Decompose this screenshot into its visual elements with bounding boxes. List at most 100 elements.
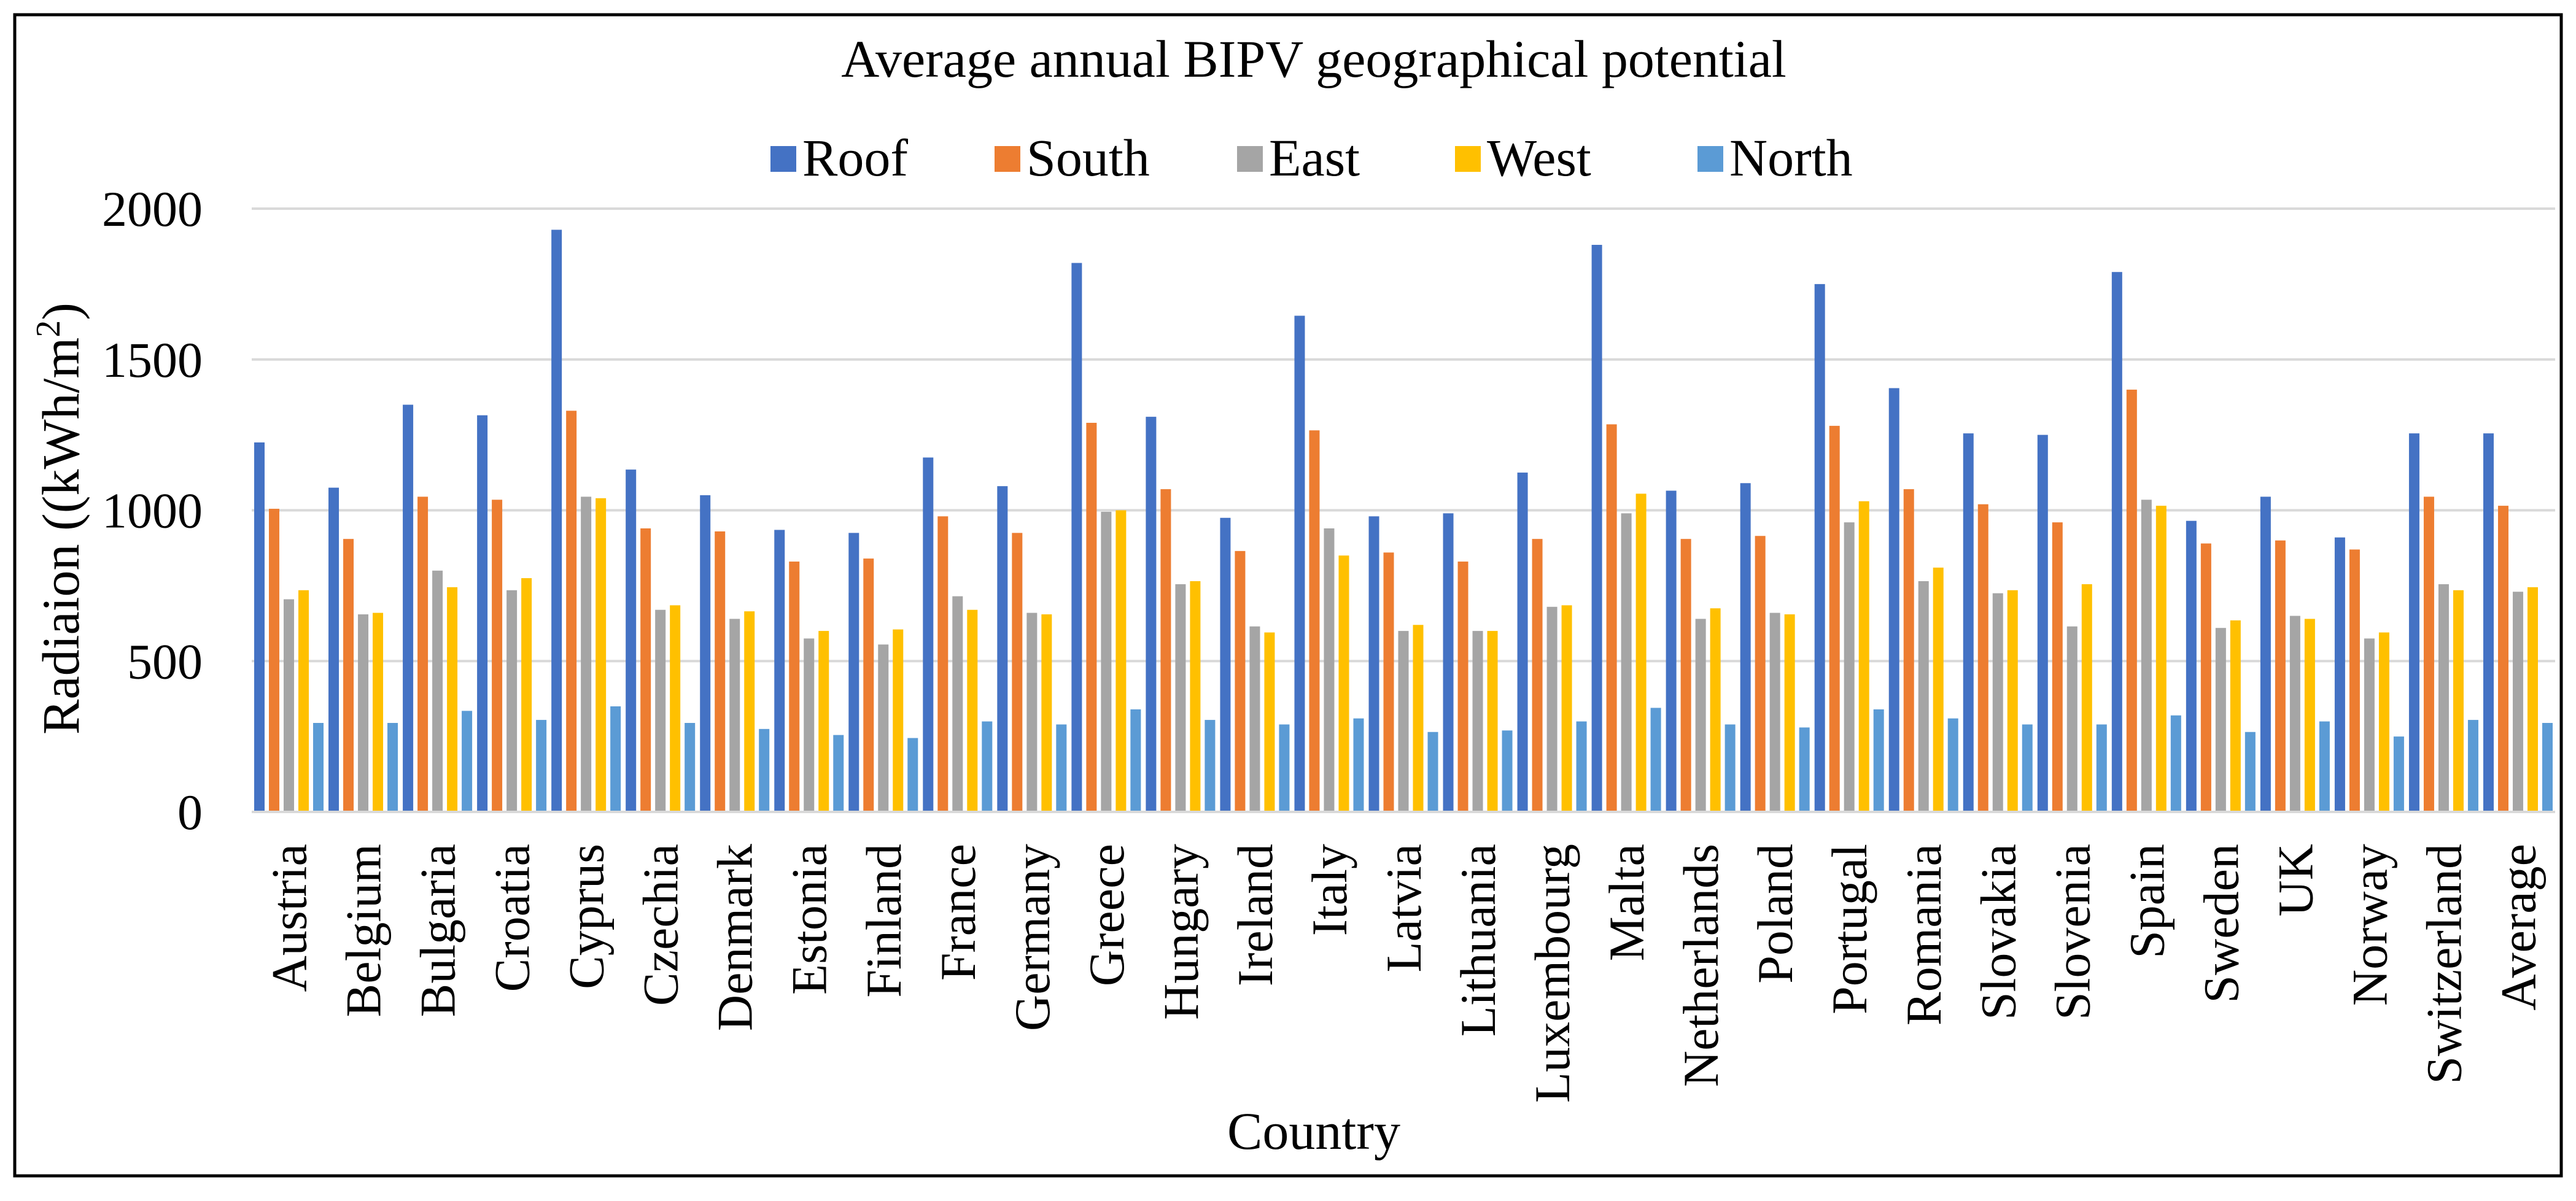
bar-belgium-east [358,614,369,812]
bar-luxembourg-north [1576,721,1587,812]
bar-netherlands-east [1695,619,1706,812]
bar-cyprus-roof [551,230,562,812]
bar-switzerland-west [2453,590,2464,812]
bar-slovakia-west [2007,590,2018,812]
y-axis-title-end: ) [31,303,90,320]
y-axis-title: Radiaion ((kWh/m2) [29,303,90,735]
bar-romania-north [1947,718,1958,812]
y-axis-title-main: Radiaion ((kWh/m [31,338,90,735]
x-tick-label-malta: Malta [1599,844,1655,961]
x-tick-label-italy: Italy [1302,844,1357,936]
bar-germany-north [1056,724,1067,812]
bar-average-west [2527,587,2538,812]
x-tick-label-slovakia: Slovakia [1970,844,2026,1020]
bar-slovenia-east [2066,626,2077,812]
bar-portugal-south [1829,425,1840,812]
x-axis-ticks: Austria Belgium Bulgaria Croatia Cyprus Czech… [262,844,2547,1103]
bar-austria-south [269,509,280,812]
legend-swatch-north [1697,146,1723,172]
bar-croatia-east [506,590,518,812]
bar-bulgaria-east [432,570,443,812]
x-tick-label-greece: Greece [1079,844,1135,986]
bar-cyprus-north [610,706,621,812]
x-tick-label-average: Average [2490,844,2546,1011]
bar-switzerland-north [2467,720,2478,812]
bar-switzerland-east [2438,584,2449,812]
bar-luxembourg-east [1546,606,1558,812]
bar-switzerland-roof [2408,433,2419,812]
bar-ireland-west [1264,632,1275,812]
bar-latvia-north [1427,732,1438,812]
legend-label-north: North [1729,128,1853,187]
x-tick-label-austria: Austria [262,844,317,992]
bar-spain-north [2170,715,2181,812]
bar-spain-west [2155,506,2167,812]
bar-lithuania-south [1457,562,1468,812]
x-tick-label-belgium: Belgium [336,844,392,1017]
bar-finland-roof [848,533,859,812]
bar-finland-south [863,558,874,812]
bar-hungary-north [1205,720,1216,812]
bar-luxembourg-south [1532,539,1543,812]
bar-latvia-east [1398,631,1409,812]
bar-uk-west [2304,619,2315,812]
x-tick-label-cyprus: Cyprus [559,844,615,989]
x-tick-label-sweden: Sweden [2193,844,2249,1003]
bar-slovakia-north [2022,724,2033,812]
y-tick-label-2000: 2000 [102,181,203,237]
bar-hungary-west [1190,581,1201,812]
bar-portugal-north [1873,709,1884,812]
bar-malta-west [1635,493,1647,812]
bar-croatia-roof [477,415,488,812]
bar-spain-east [2141,500,2152,812]
bar-greece-north [1130,709,1141,812]
x-tick-label-ireland: Ireland [1227,844,1283,986]
x-tick-label-france: France [930,844,986,981]
legend-swatch-roof [770,146,796,172]
y-tick-label-500: 500 [127,633,203,689]
bar-finland-north [907,738,918,812]
bar-average-east [2512,592,2523,812]
bar-average-south [2497,506,2508,812]
chart-title: Average annual BIPV geographical potenti… [841,29,1787,88]
x-tick-label-slovenia: Slovenia [2044,844,2100,1020]
y-axis-title-superscript: 2 [29,320,68,338]
legend-label-roof: Roof [802,128,908,187]
bar-austria-west [298,590,309,812]
bar-belgium-south [343,539,354,812]
bar-luxembourg-west [1561,605,1572,812]
bar-hungary-east [1175,584,1186,812]
bar-germany-west [1041,614,1052,812]
x-tick-label-lithuania: Lithuania [1450,844,1506,1037]
bar-malta-east [1621,513,1632,812]
bar-italy-north [1353,718,1364,812]
bar-denmark-south [715,531,726,812]
legend-swatch-west [1455,146,1481,172]
bar-estonia-west [818,631,829,812]
x-tick-label-uk: UK [2267,844,2323,916]
bar-slovakia-south [1977,504,1988,812]
bar-denmark-roof [700,495,711,812]
bar-uk-roof [2260,496,2271,812]
bar-poland-north [1799,727,1810,812]
bar-poland-roof [1740,483,1751,812]
bar-ireland-east [1249,626,1260,812]
bar-austria-east [284,599,295,812]
bar-finland-east [878,644,889,812]
x-tick-label-hungary: Hungary [1153,844,1209,1020]
x-tick-label-luxembourg: Luxembourg [1524,844,1580,1103]
bar-ireland-south [1235,550,1246,812]
legend-swatch-south [995,146,1020,172]
bar-estonia-roof [774,530,785,812]
bar-uk-east [2289,616,2300,812]
x-tick-label-spain: Spain [2119,844,2174,959]
bar-czechia-north [685,723,696,812]
bar-italy-south [1309,430,1320,812]
bar-switzerland-south [2423,496,2434,812]
x-tick-label-germany: Germany [1004,844,1060,1031]
bar-italy-roof [1294,315,1305,812]
bar-ireland-roof [1220,517,1231,812]
bar-norway-south [2349,549,2360,812]
bar-slovenia-south [2052,522,2063,812]
